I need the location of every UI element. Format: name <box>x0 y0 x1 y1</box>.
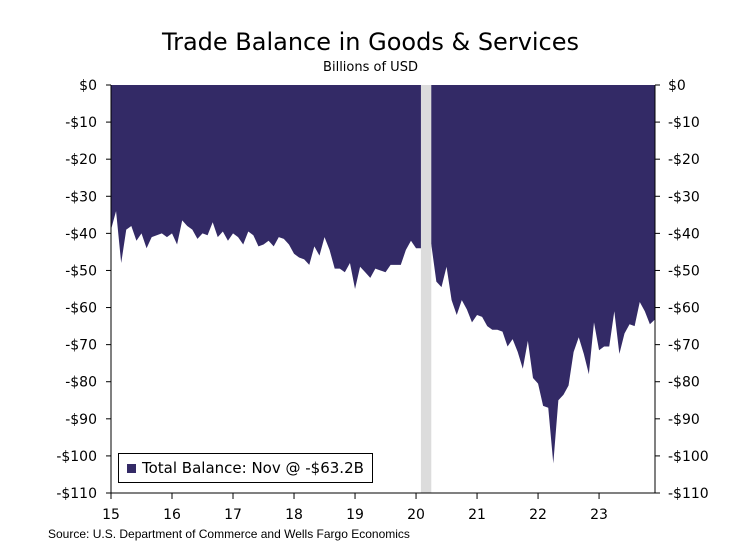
x-tick-label: 15 <box>102 507 120 523</box>
source-note: Source: U.S. Department of Commerce and … <box>48 527 410 541</box>
y-tick-label-right: -$50 <box>668 263 700 279</box>
y-tick-label-right: -$110 <box>668 486 709 502</box>
y-tick-label-right: -$70 <box>668 338 700 354</box>
x-tick-label: 23 <box>590 507 608 523</box>
y-tick-label-right: -$40 <box>668 226 700 242</box>
chart-subtitle: Billions of USD <box>323 60 418 75</box>
y-tick-label-left: -$50 <box>65 263 97 279</box>
x-tick-label: 22 <box>529 507 547 523</box>
y-tick-label-left: -$20 <box>65 152 97 168</box>
legend-swatch <box>127 463 136 473</box>
total-balance-area <box>111 85 655 464</box>
x-tick-label: 17 <box>224 507 242 523</box>
y-tick-label-right: -$90 <box>668 412 700 428</box>
x-tick-label: 18 <box>285 507 303 523</box>
y-tick-label-right: -$100 <box>668 449 709 465</box>
y-tick-label-left: -$110 <box>56 486 97 502</box>
y-tick-label-right: -$20 <box>668 152 700 168</box>
y-tick-label-right: -$80 <box>668 375 700 391</box>
x-tick-label: 19 <box>346 507 364 523</box>
y-tick-label-right: -$30 <box>668 189 700 205</box>
y-tick-label-left: -$90 <box>65 412 97 428</box>
y-tick-label-right: -$10 <box>668 115 700 131</box>
y-tick-label-left: -$10 <box>65 115 97 131</box>
y-tick-label-right: $0 <box>668 78 686 94</box>
x-tick-label: 21 <box>468 507 486 523</box>
x-tick-label: 20 <box>407 507 425 523</box>
chart-title: Trade Balance in Goods & Services <box>161 28 580 56</box>
legend: Total Balance: Nov @ -$63.2B <box>118 453 373 483</box>
y-tick-label-left: -$30 <box>65 189 97 205</box>
y-tick-label-right: -$60 <box>668 301 700 317</box>
legend-label: Total Balance: Nov @ -$63.2B <box>142 459 364 477</box>
y-tick-label-left: $0 <box>79 78 97 94</box>
y-tick-label-left: -$70 <box>65 338 97 354</box>
y-tick-label-left: -$80 <box>65 375 97 391</box>
y-tick-label-left: -$100 <box>56 449 97 465</box>
recession-shading <box>420 85 432 493</box>
x-tick-label: 16 <box>163 507 181 523</box>
y-tick-label-left: -$60 <box>65 301 97 317</box>
y-tick-label-left: -$40 <box>65 226 97 242</box>
